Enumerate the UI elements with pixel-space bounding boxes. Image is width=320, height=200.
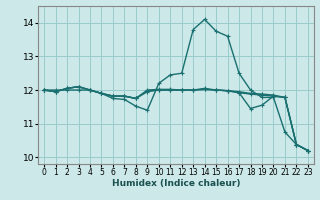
X-axis label: Humidex (Indice chaleur): Humidex (Indice chaleur) (112, 179, 240, 188)
